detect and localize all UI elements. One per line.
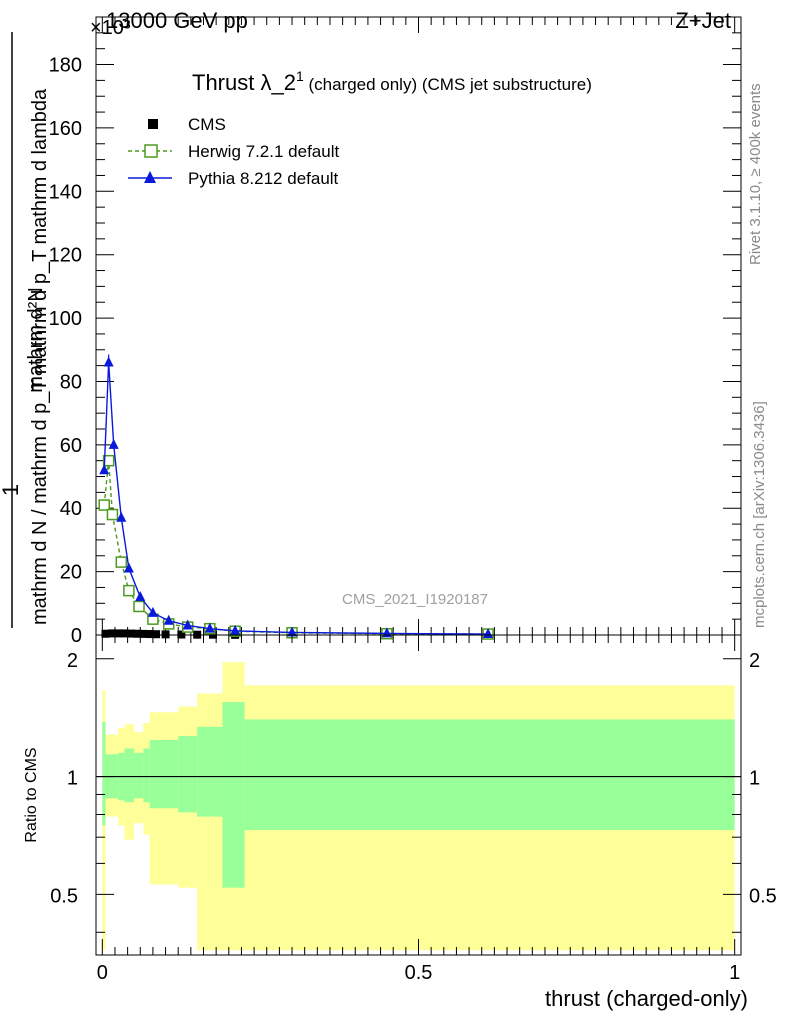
herwig-data-point xyxy=(123,584,135,597)
ratio-ytick-label-right: 0.5 xyxy=(749,885,777,907)
legend-label-0: CMS xyxy=(188,115,226,134)
herwig-data-point xyxy=(133,600,145,613)
pythia-data-point xyxy=(230,624,241,635)
cms-data-point xyxy=(114,629,123,638)
pythia-data-point xyxy=(135,590,146,601)
ratio-inner-band-6 xyxy=(149,740,179,809)
ratio-panel-bands xyxy=(102,662,735,951)
ratio-inner-band-0 xyxy=(102,721,106,826)
cms-data-point xyxy=(120,629,129,638)
top-ytick-label: 180 xyxy=(49,55,82,77)
legend-marker-cms xyxy=(148,119,158,129)
herwig-data-point xyxy=(115,556,128,568)
ratio-inner-band-7 xyxy=(178,735,198,813)
cms-data-point xyxy=(101,629,110,638)
ratio-ytick-label-left: 0.5 xyxy=(50,885,78,907)
ratio-ytick-label-right: 1 xyxy=(749,768,760,790)
cms-data-point xyxy=(161,630,170,639)
top-ytick-label: 60 xyxy=(60,435,82,457)
cms-data-point xyxy=(152,630,161,639)
legend-marker-pythia xyxy=(144,171,156,183)
cms-data-point xyxy=(107,629,116,638)
plot-title-main: Thrust λ_2 xyxy=(192,70,296,95)
ratio-ytick-label-left: 2 xyxy=(67,650,78,672)
top-ytick-label: 120 xyxy=(49,245,82,267)
legend-marker-herwig xyxy=(144,144,158,158)
cms-data-point xyxy=(126,629,135,638)
cms-data-point xyxy=(133,629,142,638)
pythia-data-point xyxy=(287,626,298,637)
pythia-data-point xyxy=(116,511,127,522)
ratio-ytick-label-right: 2 xyxy=(749,650,760,672)
ratio-inner-band-4 xyxy=(133,752,144,799)
herwig-data-point xyxy=(98,499,110,511)
top-ytick-label: 140 xyxy=(49,181,82,203)
top-ytick-label: 0 xyxy=(71,625,82,647)
top-ytick-label: 20 xyxy=(60,562,82,584)
analysis-id: CMS_2021_I1920187 xyxy=(342,591,488,608)
ylabel-denominator: mathrm d N / mathrm d p_T mathrm d p_T m… xyxy=(29,88,51,625)
top-ytick-label: 40 xyxy=(60,498,82,520)
ratio-ylabel: Ratio to CMS xyxy=(23,747,40,842)
pythia-data-point xyxy=(483,628,494,639)
pythia-data-point xyxy=(182,619,193,630)
ratio-xtick-label: 0.5 xyxy=(405,962,433,984)
ratio-xtick-label: 0 xyxy=(97,962,108,984)
pythia-data-point xyxy=(99,464,110,475)
multiplier-label: ×10³ xyxy=(90,17,131,39)
pythia-data-point xyxy=(123,562,134,573)
top-ytick-label: 80 xyxy=(60,371,82,393)
cms-data-point xyxy=(139,629,148,638)
legend-label-2: Pythia 8.212 default xyxy=(188,169,339,188)
top-frame xyxy=(95,16,742,636)
mcplots-label: mcplots.cern.ch [arXiv:1306.3436] xyxy=(751,401,768,628)
ratio-inner-band-5 xyxy=(143,748,150,803)
ratio-inner-band-9 xyxy=(222,702,245,888)
ratio-inner-band-8 xyxy=(197,726,223,817)
legend-label-1: Herwig 7.2.1 default xyxy=(188,142,339,161)
top-ytick-label: 100 xyxy=(49,308,82,330)
top-panel-axes: 0 20 40 60 80 100 120 140 160 180 xyxy=(49,16,742,647)
top-panel-series xyxy=(98,354,494,640)
plot-title-sup: 1 xyxy=(296,68,304,84)
herwig-data-point xyxy=(106,508,119,521)
pythia-data-point xyxy=(108,438,119,449)
plot-title-rest: (charged only) (CMS jet substructure) xyxy=(304,75,592,94)
series-line-2 xyxy=(103,362,489,635)
rivet-version-label: Rivet 3.1.10, ≥ 400k events xyxy=(747,83,764,265)
legend: CMS Herwig 7.2.1 default Pythia 8.212 defa… xyxy=(128,115,339,188)
energy-label: 13000 GeV pp xyxy=(106,8,248,33)
ylabel-numerator: mathrm d²N xyxy=(25,287,47,393)
xlabel: thrust (charged-only) xyxy=(545,986,748,1011)
pythia-data-point xyxy=(204,622,215,633)
herwig-data-point xyxy=(102,454,115,467)
pythia-data-point xyxy=(163,614,174,625)
plot-title: Thrust λ_21 (charged only) (CMS jet subs… xyxy=(192,68,592,95)
pythia-data-point xyxy=(147,606,158,617)
ratio-xtick-label: 1 xyxy=(729,962,740,984)
series-line-1 xyxy=(103,460,489,635)
ratio-inner-band-10 xyxy=(244,719,735,831)
ylabel-one: 1 xyxy=(0,484,23,496)
ratio-inner-band-3 xyxy=(124,748,134,803)
top-ytick-label: 160 xyxy=(49,118,82,140)
ratio-ytick-label-left: 1 xyxy=(67,768,78,790)
cms-data-point xyxy=(145,630,154,639)
ratio-panel-axes: 0.5 0.5 1 1 2 2 0 0.5 1 xyxy=(50,634,777,984)
